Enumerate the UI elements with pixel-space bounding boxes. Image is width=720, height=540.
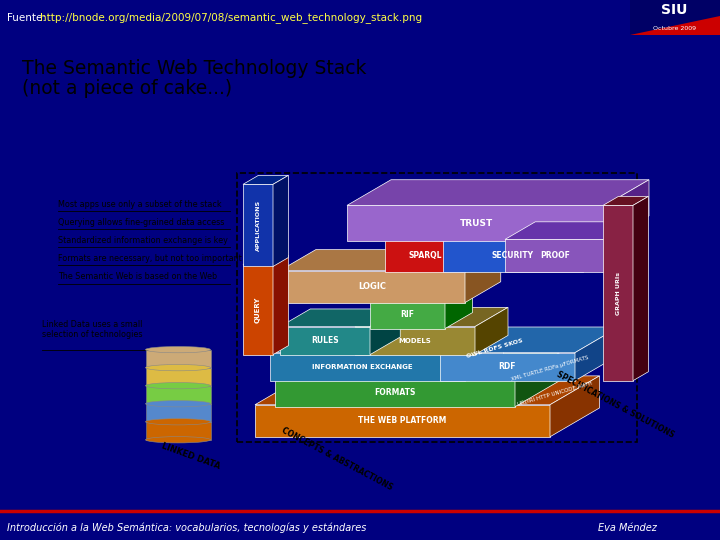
Text: Octubre 2009: Octubre 2009: [653, 26, 696, 31]
Text: CONCEPTS & ABSTRACTIONS: CONCEPTS & ABSTRACTIONS: [280, 426, 394, 492]
Polygon shape: [275, 379, 515, 407]
Text: Querying allows fine-grained data access: Querying allows fine-grained data access: [58, 218, 225, 227]
Polygon shape: [385, 239, 465, 272]
Text: Linked Data uses a small
selection of technologies: Linked Data uses a small selection of te…: [42, 320, 143, 339]
Text: Eva Méndez: Eva Méndez: [598, 523, 657, 533]
Polygon shape: [243, 265, 273, 355]
Polygon shape: [443, 239, 583, 272]
Polygon shape: [243, 255, 289, 265]
Polygon shape: [280, 309, 400, 327]
FancyBboxPatch shape: [145, 404, 210, 422]
Polygon shape: [515, 353, 559, 407]
Text: XML TURTLE RDFa μFORMATS: XML TURTLE RDFa μFORMATS: [510, 355, 589, 382]
Text: The Semantic Web Technology Stack: The Semantic Web Technology Stack: [22, 59, 366, 78]
Polygon shape: [280, 249, 500, 271]
FancyBboxPatch shape: [145, 422, 210, 440]
Text: http://bnode.org/media/2009/07/08/semantic_web_technology_stack.png: http://bnode.org/media/2009/07/08/semant…: [40, 12, 422, 23]
Polygon shape: [355, 327, 475, 355]
Polygon shape: [633, 197, 649, 381]
Polygon shape: [605, 222, 635, 272]
Text: GRAPH URIs: GRAPH URIs: [616, 272, 621, 315]
Text: OWL RDFS SKOS: OWL RDFS SKOS: [466, 338, 524, 359]
Text: Fuente:: Fuente:: [7, 12, 50, 23]
Polygon shape: [605, 180, 649, 241]
Text: TRUST: TRUST: [459, 219, 492, 228]
Ellipse shape: [145, 418, 210, 425]
Polygon shape: [465, 225, 490, 272]
Text: SPECIFICATIONS & SOLUTIONS: SPECIFICATIONS & SOLUTIONS: [555, 370, 675, 440]
Text: MODELS: MODELS: [399, 338, 431, 343]
Polygon shape: [280, 271, 465, 302]
Polygon shape: [370, 301, 445, 329]
FancyBboxPatch shape: [630, 0, 720, 35]
Polygon shape: [355, 307, 508, 327]
Polygon shape: [255, 404, 550, 437]
Text: RIF: RIF: [400, 310, 414, 319]
Polygon shape: [550, 376, 600, 437]
Polygon shape: [347, 180, 649, 205]
Text: QUERY: QUERY: [255, 296, 261, 323]
Text: APPLICATIONS: APPLICATIONS: [256, 200, 261, 251]
Text: SPARQL: SPARQL: [408, 251, 442, 260]
Polygon shape: [275, 353, 559, 379]
Text: THE WEB PLATFORM: THE WEB PLATFORM: [358, 416, 446, 426]
Text: RDF: RDF: [498, 362, 516, 371]
Text: INFORMATION EXCHANGE: INFORMATION EXCHANGE: [312, 363, 413, 370]
FancyBboxPatch shape: [145, 368, 210, 386]
Text: URI/IRI HTTP UNICODE AUTH: URI/IRI HTTP UNICODE AUTH: [517, 381, 593, 407]
Polygon shape: [475, 307, 508, 355]
Text: The Semantic Web is based on the Web: The Semantic Web is based on the Web: [58, 272, 217, 281]
Polygon shape: [465, 249, 500, 302]
Polygon shape: [445, 285, 472, 329]
Text: SIU: SIU: [662, 3, 688, 17]
Polygon shape: [370, 309, 400, 355]
Polygon shape: [255, 376, 600, 404]
Ellipse shape: [145, 382, 210, 389]
Text: Formats are necessary, but not too important: Formats are necessary, but not too impor…: [58, 254, 242, 263]
FancyBboxPatch shape: [145, 386, 210, 404]
Polygon shape: [280, 327, 370, 355]
Polygon shape: [603, 197, 649, 205]
Polygon shape: [347, 205, 605, 241]
Polygon shape: [575, 327, 619, 381]
Polygon shape: [505, 222, 635, 239]
Polygon shape: [505, 239, 605, 272]
Polygon shape: [270, 330, 503, 353]
Text: Standardized information exchange is key: Standardized information exchange is key: [58, 236, 228, 245]
Text: Introducción a la Web Semántica: vocabularios, tecnologías y estándares: Introducción a la Web Semántica: vocabul…: [7, 523, 366, 533]
Text: SECURITY: SECURITY: [492, 251, 534, 260]
Polygon shape: [370, 285, 472, 301]
Polygon shape: [385, 225, 490, 239]
Text: RULES: RULES: [311, 336, 339, 345]
Polygon shape: [443, 220, 616, 239]
Polygon shape: [270, 353, 465, 381]
Polygon shape: [465, 330, 503, 381]
Polygon shape: [603, 205, 633, 381]
Text: FORMATS: FORMATS: [374, 388, 415, 397]
Polygon shape: [243, 184, 273, 267]
Polygon shape: [273, 255, 289, 355]
Ellipse shape: [145, 401, 210, 407]
Polygon shape: [440, 353, 575, 381]
Text: LOGIC: LOGIC: [358, 282, 386, 291]
Polygon shape: [583, 220, 616, 272]
Text: LINKED DATA: LINKED DATA: [160, 441, 221, 470]
Ellipse shape: [145, 437, 210, 443]
Polygon shape: [273, 176, 289, 267]
Text: Most apps use only a subset of the stack: Most apps use only a subset of the stack: [58, 200, 222, 209]
Text: PROOF: PROOF: [540, 251, 570, 260]
Text: (not a piece of cake...): (not a piece of cake...): [22, 79, 232, 98]
Ellipse shape: [145, 347, 210, 353]
Polygon shape: [440, 327, 619, 353]
FancyBboxPatch shape: [145, 349, 210, 368]
Polygon shape: [630, 16, 720, 35]
Polygon shape: [243, 176, 289, 184]
Ellipse shape: [145, 364, 210, 371]
